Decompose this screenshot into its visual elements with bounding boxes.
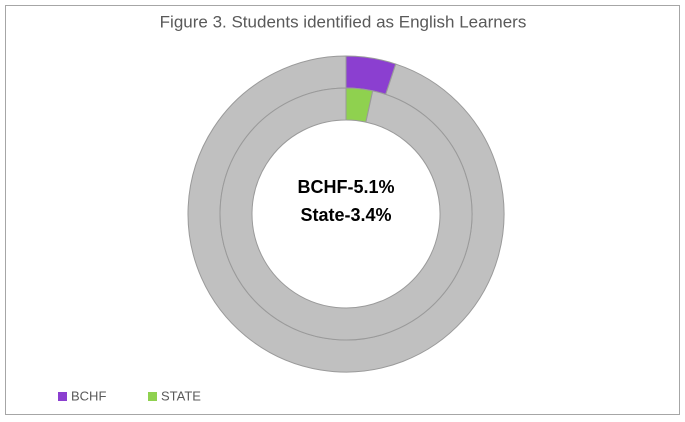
legend-swatch [58, 392, 67, 401]
center-label: State-3.4% [300, 205, 391, 225]
legend-label: BCHF [71, 388, 106, 403]
center-label: BCHF-5.1% [297, 177, 394, 197]
legend-label: STATE [161, 388, 201, 403]
doughnut-slice [219, 87, 473, 341]
chart-title: Figure 3. Students identified as English… [160, 12, 527, 31]
legend-swatch [148, 392, 157, 401]
